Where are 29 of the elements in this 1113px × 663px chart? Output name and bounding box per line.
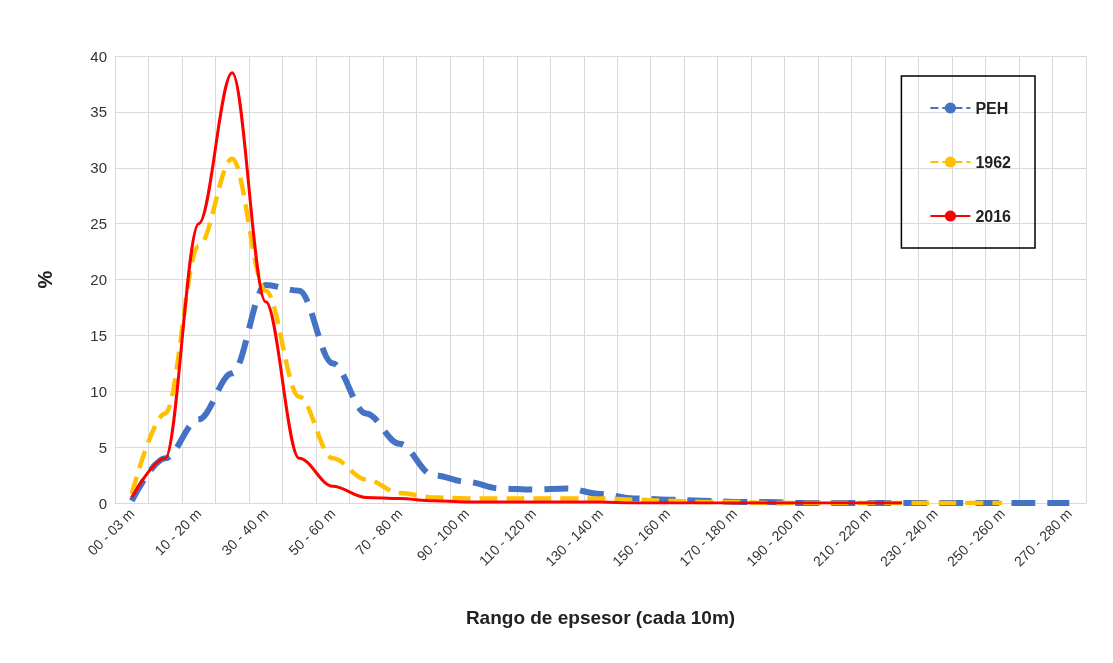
legend-label: PEH	[975, 99, 1009, 117]
y-tick-label: 35	[90, 103, 107, 121]
x-tick-label: 110 - 120 m	[475, 505, 540, 569]
x-tick-label: 10 - 20 m	[151, 505, 205, 559]
x-tick-label: 170 - 180 m	[676, 505, 741, 570]
y-tick-label: 0	[98, 494, 107, 512]
x-tick-label: 70 - 80 m	[352, 505, 406, 559]
x-tick-label: 210 - 220 m	[809, 505, 875, 570]
x-tick-label: 130 - 140 m	[542, 505, 607, 570]
x-tick-label: 270 - 280 m	[1010, 505, 1075, 570]
legend-label: 2016	[975, 207, 1012, 225]
x-axis-title: Rango de epsesor (cada 10m)	[465, 607, 736, 628]
y-tick-label: 5	[98, 438, 107, 456]
x-tick-label: 190 - 200 m	[742, 505, 808, 570]
y-tick-label: 40	[90, 47, 107, 65]
y-tick-label: 25	[90, 215, 107, 233]
y-tick-label: 30	[90, 159, 107, 177]
x-tick-label: 230 - 240 m	[876, 505, 941, 570]
y-tick-label: 20	[90, 271, 107, 288]
x-tick-label: 150 - 160 m	[609, 505, 674, 570]
legend-label: 1962	[975, 153, 1012, 171]
x-tick-label: 250 - 260 m	[943, 505, 1008, 570]
y-tick-label: 10	[90, 382, 107, 400]
line-series	[130, 71, 904, 505]
y-tick-label: 15	[90, 326, 107, 344]
x-tick-label: 90 - 100 m	[413, 505, 473, 564]
x-tick-label: 50 - 60 m	[285, 505, 339, 559]
y-axis-title: %	[34, 270, 56, 289]
x-tick-label: 30 - 40 m	[218, 505, 272, 559]
